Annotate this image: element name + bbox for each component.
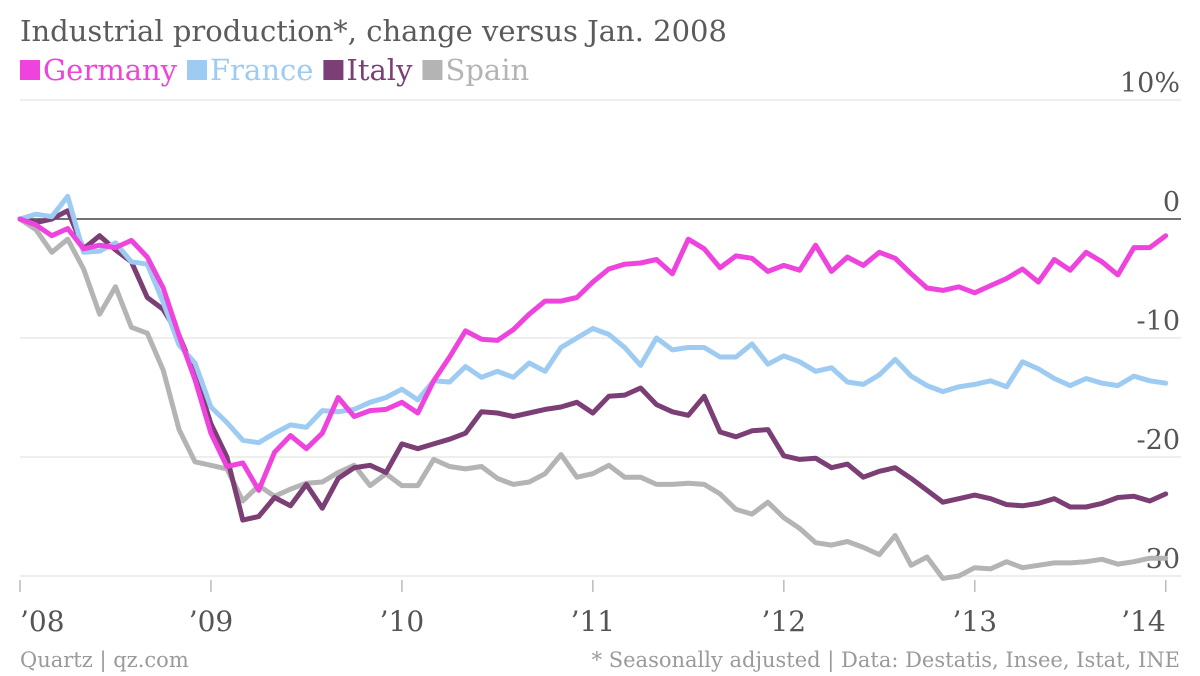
series-line-france: [17, 193, 1169, 446]
series-line-spain: [17, 216, 1169, 581]
footer-source-left: Quartz | qz.com: [20, 648, 189, 673]
legend-swatch-france: [187, 60, 208, 80]
legend-label-italy: Italy: [346, 53, 413, 87]
y-tick-label: -10: [1137, 306, 1180, 337]
y-axis-ticks: 10%0-10-20-30: [1120, 68, 1180, 575]
legend-label-spain: Spain: [445, 53, 529, 87]
y-tick-label: 10%: [1120, 68, 1180, 99]
x-axis-ticks: ’08 ’09 ’10 ’11 ’12 ’13 ’14: [19, 580, 1167, 638]
footer-source-right: * Seasonally adjusted | Data: Destatis, …: [592, 648, 1180, 673]
legend: Germany France Italy Spain: [20, 53, 529, 87]
x-tick-label: ’12: [762, 605, 807, 638]
x-tick-label: ’09: [189, 605, 234, 638]
legend-swatch-germany: [20, 60, 40, 80]
y-tick-label: 0: [1163, 187, 1180, 218]
legend-label-france: France: [210, 53, 313, 87]
x-tick-label: ’11: [571, 605, 616, 638]
x-tick-label: ’13: [953, 605, 998, 638]
x-tick-label: ’08: [20, 605, 65, 638]
gridlines: [20, 99, 1181, 577]
series-line-germany: [17, 216, 1169, 493]
legend-swatch-italy: [323, 60, 344, 80]
legend-label-germany: Germany: [43, 53, 178, 87]
series-line-italy: [17, 208, 1169, 523]
x-tick-label: ’10: [380, 605, 425, 638]
x-tick-label: ’14: [1121, 605, 1166, 638]
series-lines: [17, 193, 1169, 581]
chart-title: Industrial production*, change versus Ja…: [20, 14, 727, 48]
y-tick-label: -20: [1137, 425, 1180, 456]
legend-swatch-spain: [422, 60, 443, 80]
